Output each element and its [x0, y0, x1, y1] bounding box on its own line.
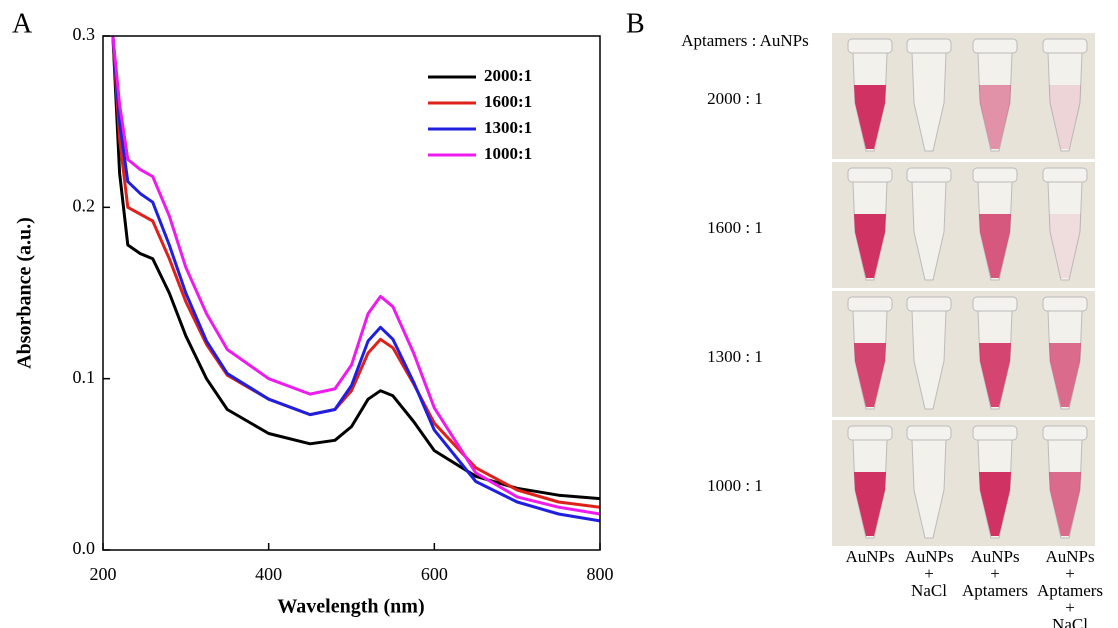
tube-cap [972, 425, 1018, 441]
tube-liquid [854, 472, 886, 536]
line-series [111, 36, 600, 501]
row-label: 1000 : 1 [707, 476, 763, 495]
tube-cap [847, 167, 893, 183]
column-label: + [1065, 598, 1075, 617]
tube [911, 52, 947, 152]
tube-liquid [854, 85, 886, 149]
column-label: + [924, 564, 934, 583]
legend-label: 1600:1 [484, 92, 532, 111]
photo-header: Aptamers : AuNPs [681, 31, 809, 50]
tube-cap [972, 296, 1018, 312]
tube-cap [906, 38, 952, 54]
tube-cap [1042, 167, 1088, 183]
tube-liquid [1049, 343, 1081, 407]
tube [1047, 52, 1083, 152]
tube-liquid [979, 85, 1011, 149]
tube [911, 181, 947, 281]
column-label: AuNPs [845, 547, 894, 566]
tube-liquid [979, 472, 1011, 536]
y-tick-label: 0.3 [73, 24, 96, 44]
tube [1047, 181, 1083, 281]
legend-label: 1300:1 [484, 118, 532, 137]
column-label: Aptamers [962, 581, 1028, 600]
tube [911, 310, 947, 410]
column-label: AuNPs [970, 547, 1019, 566]
tube-cap [847, 425, 893, 441]
tube-cap [847, 38, 893, 54]
tube-liquid [979, 343, 1011, 407]
row-label: 1300 : 1 [707, 347, 763, 366]
legend-label: 1000:1 [484, 144, 532, 163]
column-label: Aptamers [1037, 581, 1103, 600]
column-label: NaCl [1052, 615, 1088, 628]
photo [832, 33, 1095, 546]
tube-cap [906, 425, 952, 441]
column-label: AuNPs [904, 547, 953, 566]
tube-liquid [854, 343, 886, 407]
panel-label: A [12, 8, 33, 39]
tube-cap [1042, 38, 1088, 54]
column-label: AuNPs [1045, 547, 1094, 566]
column-label: NaCl [911, 581, 947, 600]
x-axis-label: Wavelength (nm) [277, 596, 424, 618]
column-label: + [990, 564, 1000, 583]
x-tick-label: 200 [90, 564, 117, 584]
plot-frame [102, 35, 601, 551]
tube-liquid [1049, 214, 1081, 278]
line-series [111, 36, 600, 516]
tube [911, 439, 947, 539]
x-tick-label: 600 [421, 564, 448, 584]
legend-label: 2000:1 [484, 66, 532, 85]
tube-liquid [1049, 472, 1081, 536]
tube-liquid [979, 214, 1011, 278]
tube-cap [1042, 425, 1088, 441]
y-tick-label: 0.0 [73, 538, 96, 558]
tube-cap [906, 167, 952, 183]
y-tick-label: 0.1 [73, 367, 96, 387]
row-label: 1600 : 1 [707, 218, 763, 237]
tube-cap [906, 296, 952, 312]
x-tick-label: 400 [255, 564, 282, 584]
tube-cap [1042, 296, 1088, 312]
tube-cap [972, 38, 1018, 54]
panel-label: B [626, 8, 645, 39]
tube-cap [972, 167, 1018, 183]
x-tick-label: 800 [587, 564, 614, 584]
tube-liquid [1049, 85, 1081, 149]
y-tick-label: 0.2 [73, 195, 96, 215]
tube-liquid [854, 214, 886, 278]
column-label: + [1065, 564, 1075, 583]
tube-cap [847, 296, 893, 312]
row-label: 2000 : 1 [707, 89, 763, 108]
y-axis-label: Absorbance (a.u.) [14, 217, 36, 369]
line-series [111, 36, 600, 523]
